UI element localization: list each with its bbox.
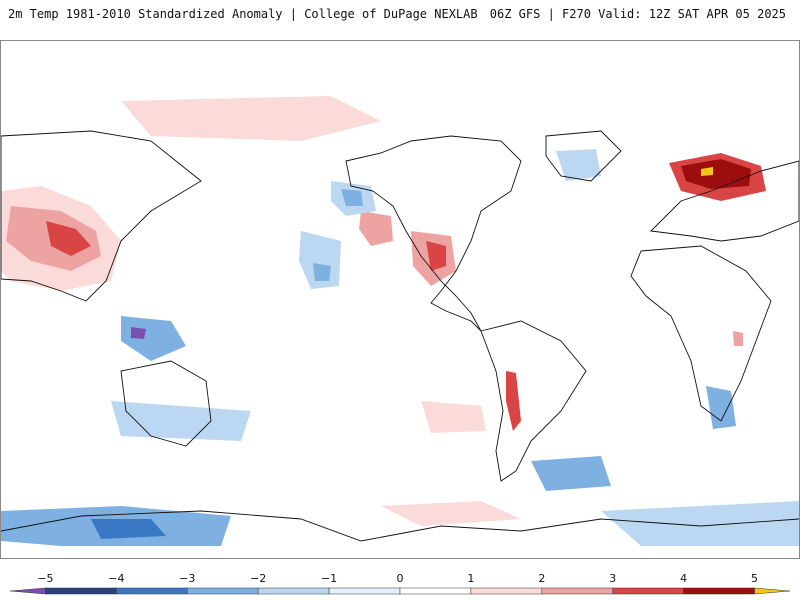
coast-north-america xyxy=(345,135,522,332)
warm-anomaly-antarctic-edge xyxy=(381,501,521,526)
cool-anomaly-south-atlantic xyxy=(531,456,611,491)
cool-anomaly-central-pacific-core xyxy=(313,263,331,281)
coast-africa xyxy=(630,245,772,422)
coastlines xyxy=(1,130,799,542)
legend-color-bin xyxy=(257,587,330,595)
legend-high-extreme-triangle xyxy=(754,587,791,595)
product-title: 2m Temp 1981-2010 Standardized Anomaly |… xyxy=(8,7,478,21)
warm-anomaly-pacific-east xyxy=(359,211,393,246)
coast-asia xyxy=(1,130,202,302)
legend-tick-label: −4 xyxy=(108,572,124,585)
warm-anomaly-north-pacific xyxy=(121,96,381,141)
warm-anomaly-usa-core xyxy=(426,241,446,271)
cool-anomaly-southern-ocean-core xyxy=(91,519,166,539)
cool-anomaly-alaska-core xyxy=(341,189,363,206)
cool-anomaly-greenland xyxy=(556,149,601,181)
coast-greenland xyxy=(545,130,622,182)
legend-tick-label: −1 xyxy=(321,572,337,585)
extreme-anomaly-scandinavia xyxy=(701,167,713,176)
world-map xyxy=(0,40,800,559)
header: 2m Temp 1981-2010 Standardized Anomaly |… xyxy=(0,0,800,28)
model-valid-time: 06Z GFS | F270 Valid: 12Z SAT APR 05 202… xyxy=(489,7,786,21)
anomaly-shading xyxy=(1,96,799,546)
color-scale-legend: −5 −4 −3 −2 −1 0 1 2 3 4 5 xyxy=(0,566,800,600)
legend-color-bin xyxy=(541,587,613,595)
legend-tick-label: 3 xyxy=(609,572,616,585)
legend-tick-label: −5 xyxy=(37,572,53,585)
warm-anomaly-himalaya xyxy=(46,221,91,256)
warm-anomaly-africa-east xyxy=(733,331,743,346)
legend-color-bin xyxy=(116,587,188,595)
legend-low-extreme-triangle xyxy=(9,587,46,595)
legend-color-bin xyxy=(187,587,259,595)
legend-color-bin xyxy=(399,587,472,595)
cool-anomaly-indonesia-core xyxy=(131,327,146,339)
cool-anomaly-southern-africa xyxy=(706,386,736,429)
legend-tick-label: −3 xyxy=(179,572,195,585)
legend-tick-label: 4 xyxy=(680,572,687,585)
cool-anomaly-southern-ocean-east xyxy=(601,501,799,546)
legend-color-bin xyxy=(45,587,117,595)
warm-anomaly-scandinavia-core xyxy=(681,159,751,189)
coast-south-america xyxy=(480,320,587,482)
legend-tick-label: −2 xyxy=(250,572,266,585)
warm-anomaly-south-america xyxy=(506,371,521,431)
legend-tick-label: 2 xyxy=(538,572,545,585)
legend-tick-label: 5 xyxy=(751,572,758,585)
legend-color-bin xyxy=(470,587,543,595)
legend-tick-label: 1 xyxy=(467,572,474,585)
coast-antarctica xyxy=(1,510,799,542)
legend-color-bin xyxy=(328,587,401,595)
warm-anomaly-south-pacific xyxy=(421,401,486,433)
legend-color-bin xyxy=(612,587,684,595)
cool-anomaly-central-pacific xyxy=(299,231,341,289)
coast-australia xyxy=(120,360,212,447)
cool-anomaly-indonesia xyxy=(121,316,186,361)
cool-anomaly-south-indian xyxy=(111,401,251,441)
coast-europe xyxy=(650,160,799,242)
legend-tick-label: 0 xyxy=(397,572,404,585)
legend-color-bin xyxy=(683,587,755,595)
